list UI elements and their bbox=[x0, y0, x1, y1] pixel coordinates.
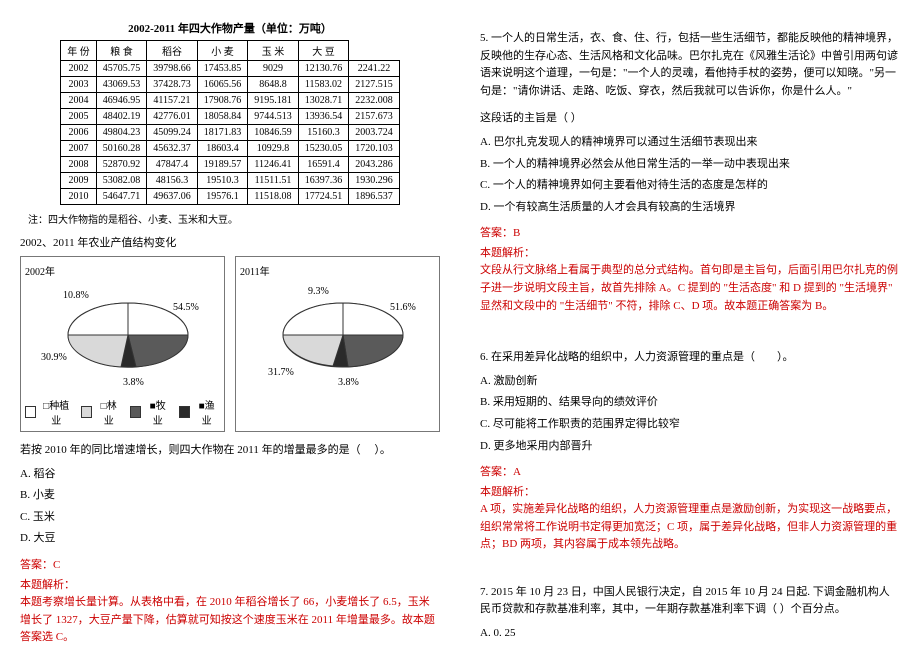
q6-opt-d: D. 更多地采用内部晋升 bbox=[480, 438, 900, 456]
pie-row: 2002年 10.8% 54.5% 30.9% 3.8% □种植业 □林 业 ■… bbox=[20, 256, 440, 432]
q4-opt-c: C. 玉米 bbox=[20, 509, 440, 527]
svg-text:54.5%: 54.5% bbox=[173, 302, 199, 313]
table-title: 2002-2011 年四大作物产量（单位：万吨） bbox=[20, 20, 440, 36]
left-column: 2002-2011 年四大作物产量（单位：万吨） 单位：万吨 粮 食 谷 物 稻… bbox=[20, 20, 440, 647]
pie-chart-2002: 10.8% 54.5% 30.9% 3.8% bbox=[33, 280, 213, 390]
q5-text: 5. 一个人的日常生活，衣、食、住、行，包括一些生活细节，都能反映他的精神境界，… bbox=[480, 30, 900, 100]
q7-opt-a: A. 0. 25 bbox=[480, 625, 900, 643]
q6-expl: A 项，实施差异化战略的组织，人力资源管理重点是激励创新，为实现这一战略要点，组… bbox=[480, 501, 900, 554]
svg-text:3.8%: 3.8% bbox=[123, 377, 144, 388]
q5-opt-a: A. 巴尔扎克发现人的精神境界可以通过生活细节表现出来 bbox=[480, 134, 900, 152]
q4-opt-b: B. 小麦 bbox=[20, 487, 440, 505]
pie-2002: 2002年 10.8% 54.5% 30.9% 3.8% □种植业 □林 业 ■… bbox=[20, 256, 225, 432]
q4-answer: 答案：C bbox=[20, 556, 440, 572]
svg-text:30.9%: 30.9% bbox=[41, 352, 67, 363]
q5-text2: 这段话的主旨是（ ） bbox=[480, 110, 900, 128]
q6-expl-title: 本题解析： bbox=[480, 483, 900, 499]
q6-opt-c: C. 尽可能将工作职责的范围界定得比较窄 bbox=[480, 416, 900, 434]
svg-text:9.3%: 9.3% bbox=[308, 286, 329, 297]
pie-legend: □种植业 □林 业 ■牧 业 ■渔 业 bbox=[25, 397, 220, 427]
pie-chart-2011: 9.3% 51.6% 31.7% 3.8% bbox=[248, 280, 428, 390]
q4-opt-a: A. 稻谷 bbox=[20, 466, 440, 484]
q6-answer: 答案：A bbox=[480, 463, 900, 479]
data-table-body: 年 份粮 食稻谷小 麦玉 米大 豆200245705.7539798.66174… bbox=[60, 40, 400, 205]
right-column: 5. 一个人的日常生活，衣、食、住、行，包括一些生活细节，都能反映他的精神境界，… bbox=[480, 20, 900, 647]
pie-year-2: 2011年 bbox=[240, 263, 435, 278]
q4-expl: 本题考察增长量计算。从表格中看，在 2010 年稻谷增长了 66，小麦增长了 6… bbox=[20, 594, 440, 647]
svg-text:10.8%: 10.8% bbox=[63, 290, 89, 301]
q4-text: 若按 2010 年的同比增速增长，则四大作物在 2011 年的增量最多的是（ ）… bbox=[20, 442, 440, 460]
q6-opt-b: B. 采用短期的、结果导向的绩效评价 bbox=[480, 394, 900, 412]
q5-opt-b: B. 一个人的精神境界必然会从他日常生活的一举一动中表现出来 bbox=[480, 156, 900, 174]
table-footnote: 注：四大作物指的是稻谷、小麦、玉米和大豆。 bbox=[28, 211, 440, 226]
q6-opt-a: A. 激励创新 bbox=[480, 373, 900, 391]
svg-text:31.7%: 31.7% bbox=[268, 367, 294, 378]
pie-2011: 2011年 9.3% 51.6% 31.7% 3.8% bbox=[235, 256, 440, 432]
q4-expl-title: 本题解析： bbox=[20, 576, 440, 592]
svg-text:51.6%: 51.6% bbox=[390, 302, 416, 313]
svg-text:3.8%: 3.8% bbox=[338, 377, 359, 388]
q5-answer: 答案：B bbox=[480, 224, 900, 240]
q4-opt-d: D. 大豆 bbox=[20, 530, 440, 548]
q7-text: 7. 2015 年 10 月 23 日，中国人民银行决定，自 2015 年 10… bbox=[480, 584, 900, 619]
q5-expl-title: 本题解析： bbox=[480, 244, 900, 260]
q5-opt-c: C. 一个人的精神境界如何主要看他对待生活的态度是怎样的 bbox=[480, 177, 900, 195]
q5-expl: 文段从行文脉络上看属于典型的总分式结构。首句即是主旨句，后面引用巴尔扎克的例子进… bbox=[480, 262, 900, 315]
pie-year-1: 2002年 bbox=[25, 263, 220, 278]
struct-title: 2002、2011 年农业产值结构变化 bbox=[20, 234, 440, 250]
q5-opt-d: D. 一个有较高生活质量的人才会具有较高的生活境界 bbox=[480, 199, 900, 217]
q6-text: 6. 在采用差异化战略的组织中，人力资源管理的重点是（ ）。 bbox=[480, 349, 900, 367]
